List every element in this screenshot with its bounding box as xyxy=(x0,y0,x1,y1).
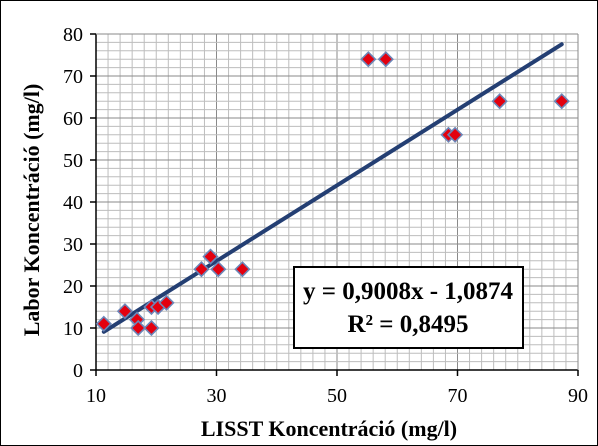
trendline-group xyxy=(101,42,564,334)
axes xyxy=(90,33,579,376)
data-points xyxy=(95,51,570,337)
y-tick-label: 40 xyxy=(63,192,83,214)
data-point xyxy=(491,93,508,110)
y-tick-label: 80 xyxy=(63,24,83,46)
equation-box: y = 0,9008x - 1,0874 R² = 0,8495 xyxy=(293,266,524,349)
y-tick-label: 0 xyxy=(73,360,83,382)
y-tick-label: 50 xyxy=(63,150,83,172)
data-point xyxy=(202,248,219,265)
data-point xyxy=(234,261,251,278)
y-tick-label: 70 xyxy=(63,66,83,88)
data-point xyxy=(210,261,227,278)
data-point xyxy=(116,303,134,320)
x-tick-label: 30 xyxy=(207,385,227,407)
trendline-equation: y = 0,9008x - 1,0874 xyxy=(303,278,514,305)
data-point xyxy=(130,319,147,337)
data-point xyxy=(377,51,394,68)
equation-box-border xyxy=(293,266,524,349)
x-tick-label: 90 xyxy=(568,385,588,407)
y-tick-label: 20 xyxy=(63,276,83,298)
data-point xyxy=(95,315,112,332)
x-tick-label: 10 xyxy=(86,385,106,407)
data-point xyxy=(158,294,175,311)
data-point xyxy=(143,319,160,337)
data-point xyxy=(553,93,570,110)
data-point xyxy=(446,126,464,143)
y-tick-label: 10 xyxy=(63,318,83,340)
data-point xyxy=(193,261,210,278)
r-squared-label: R² = 0,8495 xyxy=(347,311,468,338)
y-tick-label: 30 xyxy=(63,234,83,256)
data-point xyxy=(360,51,377,68)
x-axis-title: LISST Koncentráció (mg/l) xyxy=(201,416,457,441)
trendline xyxy=(101,42,564,334)
y-axis-title: Labor Koncentráció (mg/l) xyxy=(19,84,44,337)
x-tick-label: 70 xyxy=(448,385,468,407)
x-tick-label: 50 xyxy=(327,385,347,407)
y-tick-label: 60 xyxy=(63,108,83,130)
